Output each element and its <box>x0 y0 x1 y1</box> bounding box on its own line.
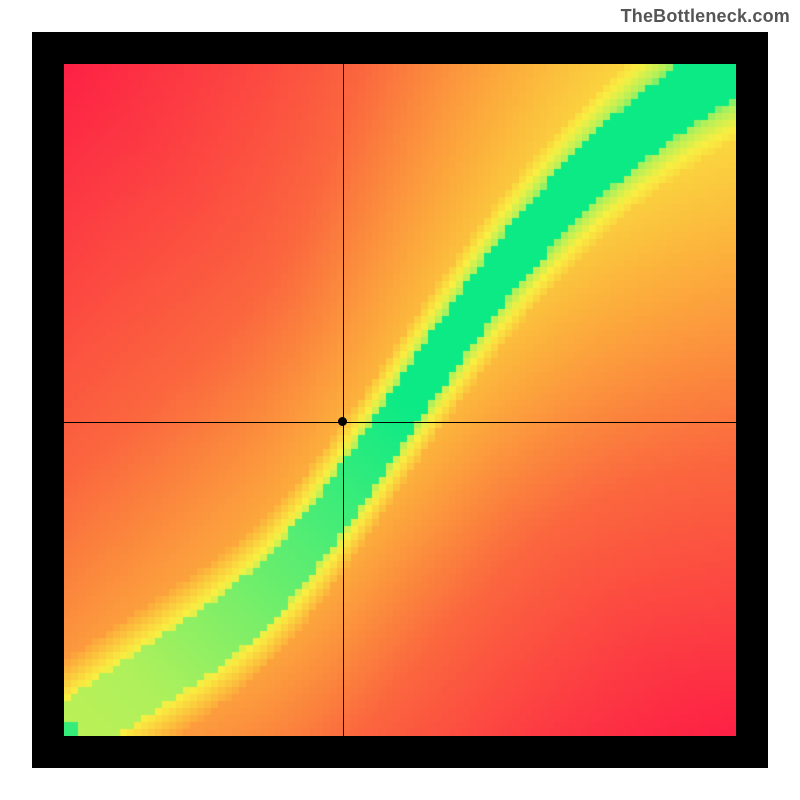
plot-frame <box>32 32 768 768</box>
chart-container: TheBottleneck.com <box>0 0 800 800</box>
attribution-text: TheBottleneck.com <box>621 6 790 27</box>
crosshair-vertical <box>343 64 344 736</box>
heatmap-canvas <box>64 64 736 736</box>
crosshair-horizontal <box>64 422 736 423</box>
